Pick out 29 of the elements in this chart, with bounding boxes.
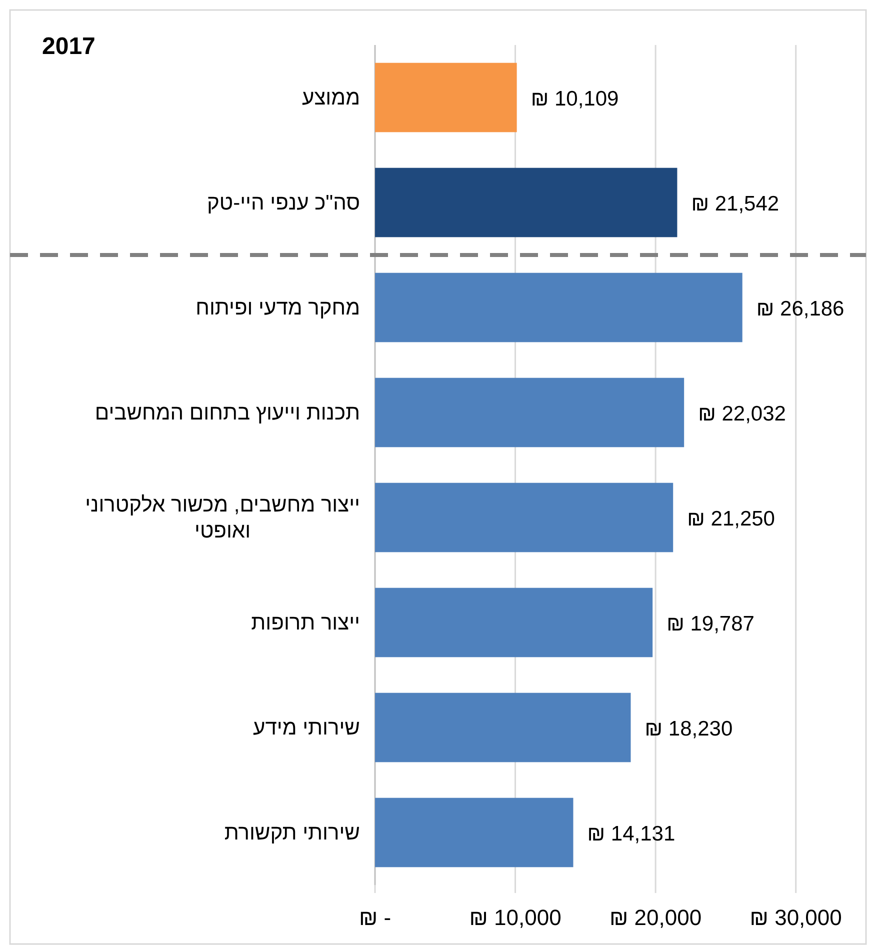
y-tick-label: שירותי מידע [253, 716, 360, 740]
bar [375, 692, 631, 762]
y-tick-label: ייצור מחשבים, מכשור אלקטרוני ואופטי [85, 494, 360, 542]
y-tick-label: ייצור תרופות [251, 612, 360, 634]
y-tick-label: סה"כ ענפי היי-טק [207, 192, 360, 214]
y-tick-label: תכנות וייעוץ בתחום המחשבים [94, 402, 360, 424]
bar [375, 168, 678, 238]
x-tick-label: ₪ 10,000 [469, 905, 562, 930]
x-tick-label: ₪ - [358, 905, 392, 930]
y-tick-label: שירותי תקשורת [224, 822, 360, 844]
data-label: ₪ 19,787 [666, 612, 754, 636]
data-label: ₪ 10,109 [530, 88, 619, 110]
bar [375, 272, 742, 342]
data-label: ₪ 21,542 [691, 192, 780, 216]
data-label: ₪ 21,250 [687, 508, 776, 530]
x-tick-label: ₪ 30,000 [750, 905, 842, 930]
y-tick-label: ממוצע [302, 86, 360, 110]
data-label: ₪ 26,186 [756, 298, 844, 320]
text: 2017 [42, 33, 96, 60]
bar [375, 588, 653, 658]
bar [375, 378, 684, 448]
bar [375, 798, 574, 868]
bar [375, 482, 674, 552]
data-label: ₪ 22,032 [698, 402, 786, 426]
data-label: ₪ 18,230 [644, 718, 733, 740]
x-tick-label: ₪ 20,000 [610, 905, 702, 930]
bar [375, 62, 517, 132]
data-label: ₪ 14,131 [587, 822, 676, 846]
y-tick-label: מחקר מדעי ופיתוח [196, 296, 360, 320]
